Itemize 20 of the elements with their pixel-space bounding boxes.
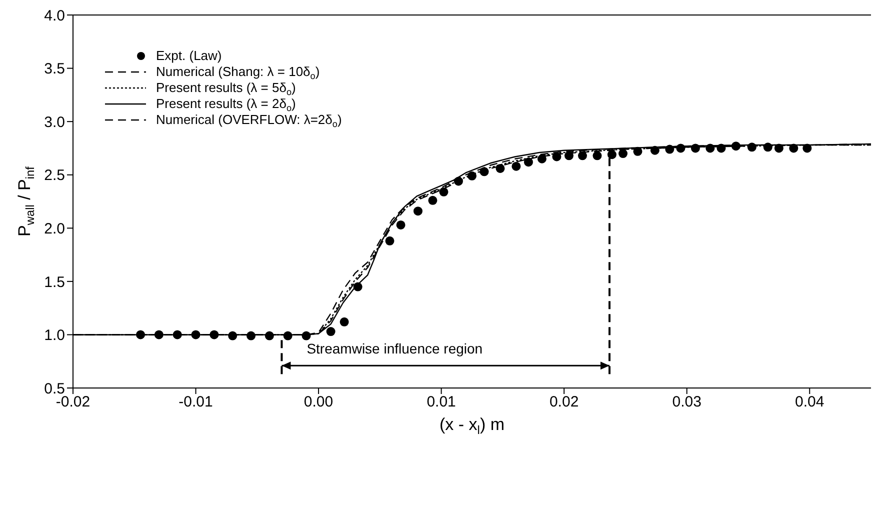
legend-label: Present results (λ = 2δ$_{o}$)	[156, 96, 296, 113]
x-tick-label: 0.03	[672, 394, 702, 411]
x-tick-label: 0.02	[549, 394, 579, 411]
y-tick-label: 4.0	[44, 7, 65, 24]
legend-label: Expt. (Law)	[156, 48, 222, 63]
annotation: Streamwise influence region	[306, 340, 483, 357]
legend-label: Present results (λ = 5δ$_{o}$)	[156, 80, 296, 97]
y-tick-label: 1.5	[44, 274, 65, 291]
x-axis-title: (x - x$_{l}$) m	[440, 415, 504, 437]
legend-label: Numerical (OVERFLOW: λ=2δ$_{o}$)	[156, 112, 342, 129]
y-tick-label: 1.0	[44, 327, 65, 344]
y-tick-label: 2.5	[44, 167, 65, 184]
y-tick-label: 3.5	[44, 60, 65, 78]
y-tick-label: 2.0	[44, 220, 65, 238]
x-tick-label: 0.00	[304, 394, 334, 411]
x-tick-label: 0.04	[795, 394, 824, 411]
legend-label: Numerical (Shang: λ = 10δ$_{o}$)	[156, 64, 320, 81]
x-tick-label: 0.01	[426, 394, 456, 411]
x-tick-label: -0.01	[178, 394, 213, 411]
y-tick-label: 3.0	[44, 114, 65, 131]
